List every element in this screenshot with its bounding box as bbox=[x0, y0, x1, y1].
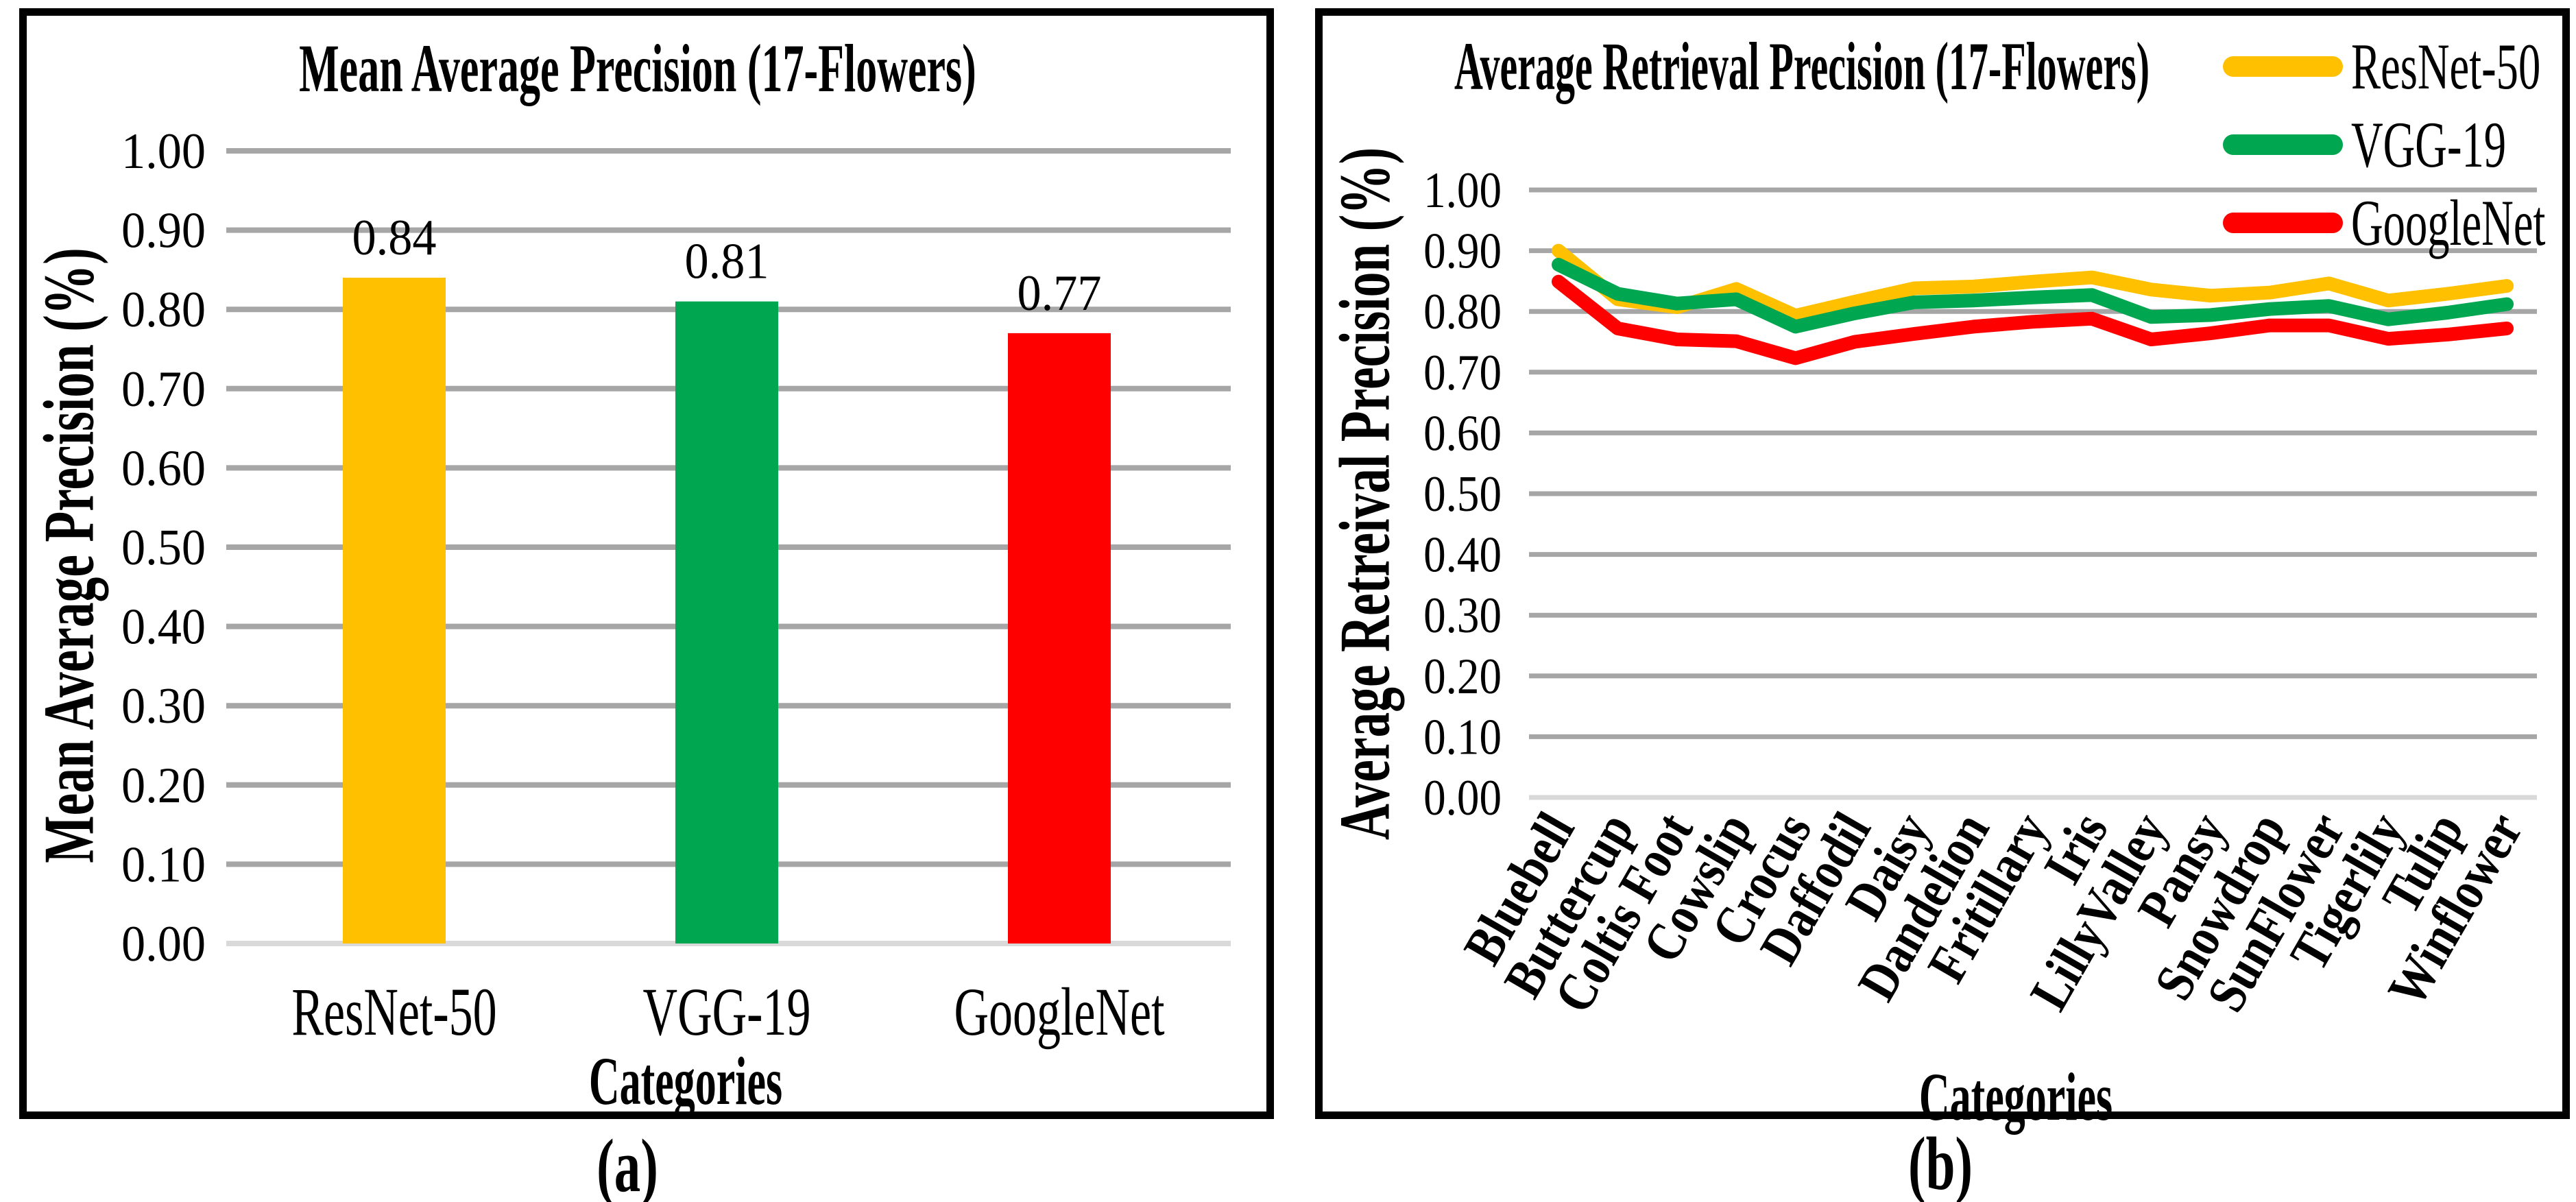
legend-label-resnet50: ResNet-50 bbox=[2351, 29, 2541, 103]
bar-value-label: 0.81 bbox=[684, 233, 769, 289]
y-tick-label: 0.50 bbox=[121, 519, 206, 575]
bar-chart-title: Mean Average Precision (17-Flowers) bbox=[299, 30, 976, 106]
y-tick-label: 0.40 bbox=[1423, 527, 1502, 584]
y-tick-label: 0.90 bbox=[1423, 224, 1502, 280]
x-category-label: GoogleNet bbox=[954, 974, 1164, 1050]
legend-item-vgg19: VGG-19 bbox=[2223, 106, 2576, 184]
line-chart-panel: 0.00 0.10 0.20 0.30 0.40 0.50 0.60 0.70 0.80 0.90… bbox=[1315, 8, 2570, 1119]
y-tick-label: 0.20 bbox=[1423, 649, 1502, 705]
caption-a: (a) bbox=[597, 1124, 658, 1202]
y-tick-label: 0.10 bbox=[121, 837, 206, 893]
line-chart-y-axis-title: Average Retreival Precision (%) bbox=[1324, 147, 1405, 841]
y-tick-label: 1.00 bbox=[121, 123, 206, 179]
y-tick-label: 0.80 bbox=[1423, 284, 1502, 340]
legend-label-vgg19: VGG-19 bbox=[2351, 108, 2507, 181]
line-chart-title: Average Retrieval Precision (17-Flowers) bbox=[1454, 28, 2150, 104]
bar-value-label: 0.84 bbox=[352, 209, 436, 265]
x-category-label: ResNet-50 bbox=[291, 974, 496, 1050]
y-tick-label: 0.00 bbox=[1423, 770, 1502, 826]
y-tick-label: 0.60 bbox=[121, 440, 206, 496]
y-tick-label: 0.90 bbox=[121, 202, 206, 259]
bar-GoogleNet bbox=[1008, 333, 1111, 943]
legend-label-googlenet: GoogleNet bbox=[2351, 186, 2546, 259]
line-chart-x-axis-title: Categories bbox=[1918, 1059, 2113, 1135]
caption-b: (b) bbox=[1907, 1122, 1973, 1202]
legend-swatch-resnet50-icon bbox=[2223, 56, 2343, 77]
bar-VGG-19 bbox=[675, 301, 778, 943]
series-line-VGG-19 bbox=[1552, 258, 2514, 334]
bar-value-label: 0.77 bbox=[1017, 265, 1101, 321]
bar-chart-y-axis-title: Mean Average Precision (%) bbox=[28, 248, 109, 863]
y-tick-label: 0.60 bbox=[1423, 406, 1502, 462]
legend-item-googlenet: GoogleNet bbox=[2223, 184, 2576, 262]
bar-ResNet-50 bbox=[343, 277, 446, 944]
y-tick-label: 0.70 bbox=[121, 361, 206, 417]
y-tick-label: 0.00 bbox=[121, 915, 206, 972]
y-tick-label: 0.30 bbox=[121, 678, 206, 734]
y-tick-label: 1.00 bbox=[1423, 163, 1502, 219]
y-tick-label: 0.30 bbox=[1423, 588, 1502, 644]
x-category-label: VGG-19 bbox=[643, 974, 811, 1050]
y-tick-label: 0.10 bbox=[1423, 710, 1502, 766]
bar-chart-panel: 0.00 0.10 0.20 0.30 0.40 0.50 0.60 0.70 0.80 0.90… bbox=[19, 8, 1274, 1119]
line-chart-canvas: 0.000.100.200.300.400.500.600.700.800.90… bbox=[1423, 163, 2537, 1023]
y-tick-label: 0.70 bbox=[1423, 345, 1502, 401]
y-tick-label: 0.20 bbox=[121, 757, 206, 813]
legend-swatch-googlenet-icon bbox=[2223, 213, 2343, 233]
legend-item-resnet50: ResNet-50 bbox=[2223, 27, 2576, 106]
y-tick-label: 0.50 bbox=[1423, 466, 1502, 522]
y-tick-label: 0.80 bbox=[121, 282, 206, 338]
series-line-GoogleNet bbox=[1552, 274, 2514, 365]
bar-chart-canvas: 0.00 0.10 0.20 0.30 0.40 0.50 0.60 0.70 0.80 0.90… bbox=[121, 123, 1231, 1050]
y-tick-label: 0.40 bbox=[121, 599, 206, 655]
bar-chart-x-axis-title: Categories bbox=[588, 1043, 783, 1119]
legend-swatch-vgg19-icon bbox=[2223, 134, 2343, 155]
